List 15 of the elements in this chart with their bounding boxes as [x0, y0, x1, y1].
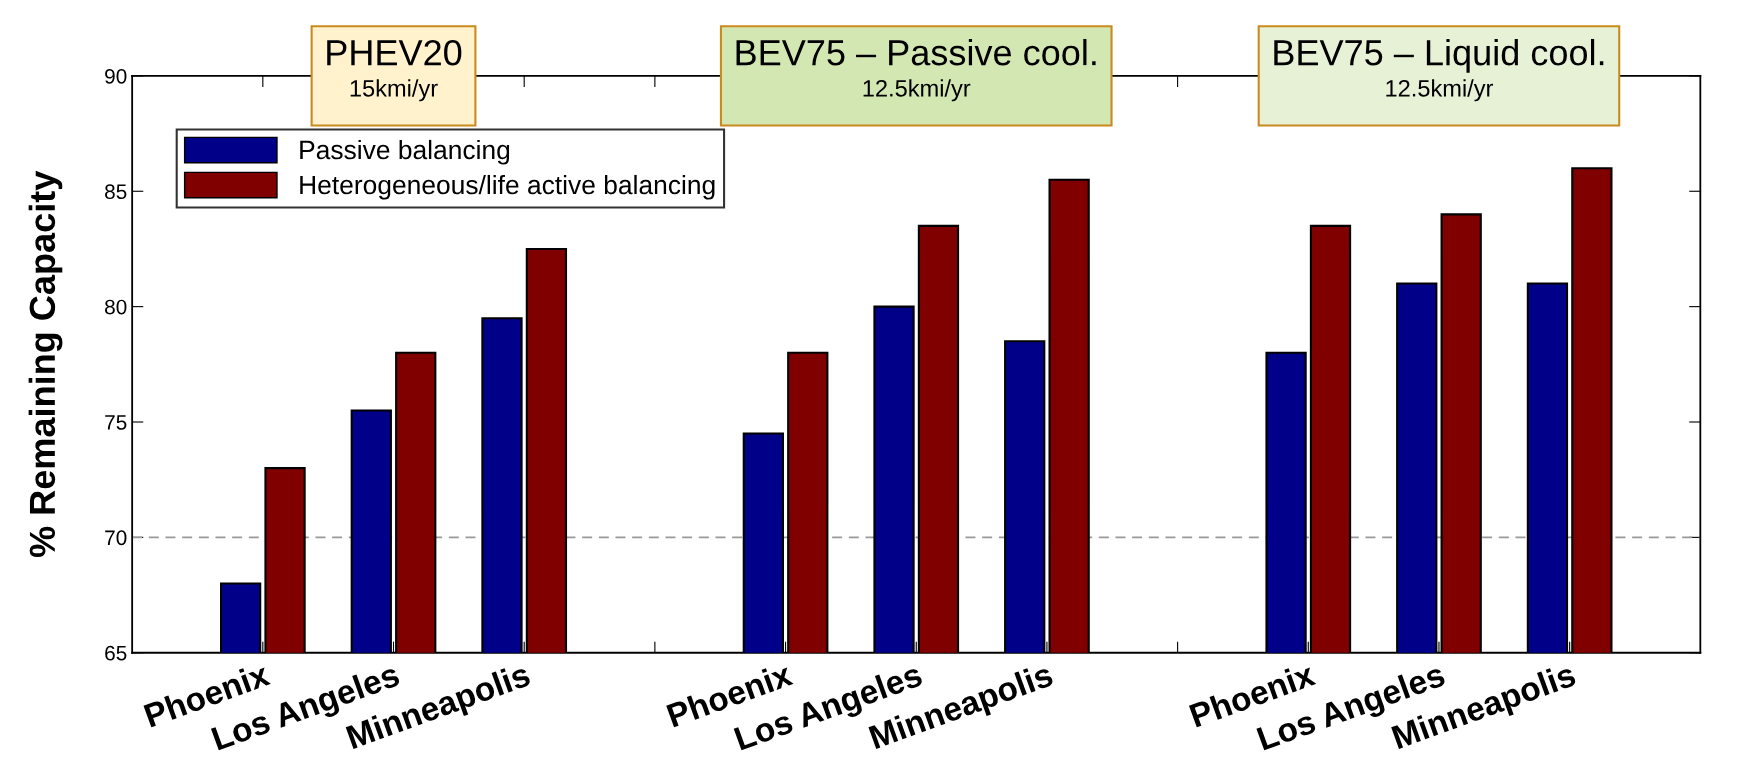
y-tick-label: 90	[105, 68, 127, 84]
annotation: 15kmi/yr	[350, 79, 438, 102]
text: BEV75 – Passive cool.	[736, 38, 1096, 66]
legend-label: Passive balancing	[300, 139, 510, 165]
annotation: 12.5kmi/yr	[863, 79, 971, 102]
legend-label: Heterogeneous/life active balancing	[300, 174, 715, 200]
text: BEV75 – Liquid cool.	[1274, 38, 1604, 73]
y-tick-label: 85	[105, 184, 127, 200]
annotation: 12.5kmi/yr	[1386, 79, 1494, 102]
y-axis-title: % Remaining Capacity	[28, 170, 63, 558]
y-tick-label: 70	[105, 530, 127, 546]
text: PHEV20	[327, 39, 462, 66]
y-tick-label: 80	[105, 299, 127, 315]
y-tick-label: 75	[105, 415, 127, 430]
y-tick-label: 65	[105, 645, 127, 661]
